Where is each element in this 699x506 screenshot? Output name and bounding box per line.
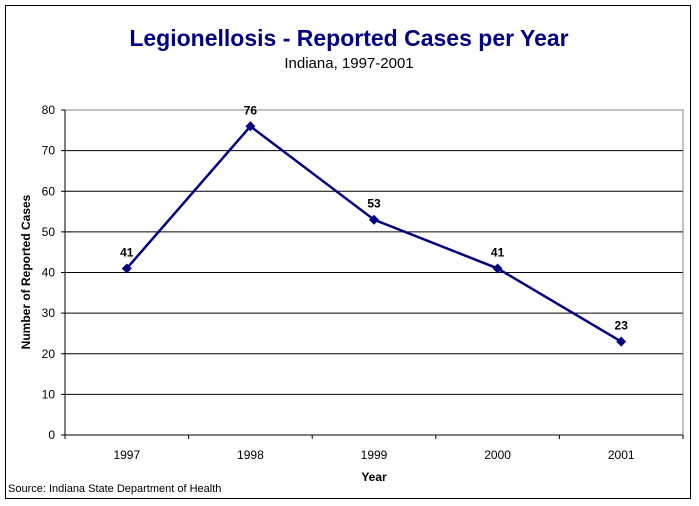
y-tick-label: 80 (42, 103, 56, 117)
gridlines (65, 150, 683, 395)
y-tick-label: 0 (48, 428, 55, 442)
y-axis-title: Number of Reported Cases (19, 194, 33, 349)
data-label: 41 (120, 245, 134, 259)
y-tick-labels: 0 10 20 30 40 50 60 70 80 (42, 103, 56, 442)
y-tick-label: 30 (42, 306, 56, 320)
y-tick-label: 60 (42, 184, 56, 198)
y-tick-label: 40 (42, 266, 56, 280)
y-tick-label: 50 (42, 225, 56, 239)
data-labels: 41 76 53 41 23 (120, 103, 628, 332)
x-tick-label: 1998 (237, 448, 264, 462)
x-tick-label: 2001 (608, 448, 635, 462)
x-tick-label: 2000 (484, 448, 511, 462)
x-tick-labels: 1997 1998 1999 2000 2001 (113, 448, 634, 462)
chart-subtitle: Indiana, 1997-2001 (284, 55, 413, 72)
axes (61, 109, 684, 439)
chart-frame (5, 5, 691, 499)
y-tick-label: 20 (42, 347, 56, 361)
x-axis-title: Year (361, 470, 387, 484)
series-reported-cases (121, 121, 627, 347)
data-label: 76 (244, 103, 258, 117)
data-point-marker (369, 214, 379, 225)
data-label: 53 (367, 197, 381, 211)
x-tick-label: 1997 (113, 448, 140, 462)
data-label: 41 (491, 245, 505, 259)
x-tick-label: 1999 (361, 448, 388, 462)
source-note: Source: Indiana State Department of Heal… (8, 483, 221, 495)
data-point-marker (245, 121, 256, 132)
data-point-marker (616, 336, 627, 347)
chart-title: Legionellosis - Reported Cases per Year (129, 25, 568, 51)
data-label: 23 (615, 319, 629, 333)
series-line (125, 124, 622, 343)
y-tick-label: 70 (42, 144, 56, 158)
data-point-marker (492, 263, 503, 274)
data-point-marker (121, 263, 132, 274)
y-tick-label: 10 (42, 387, 56, 401)
